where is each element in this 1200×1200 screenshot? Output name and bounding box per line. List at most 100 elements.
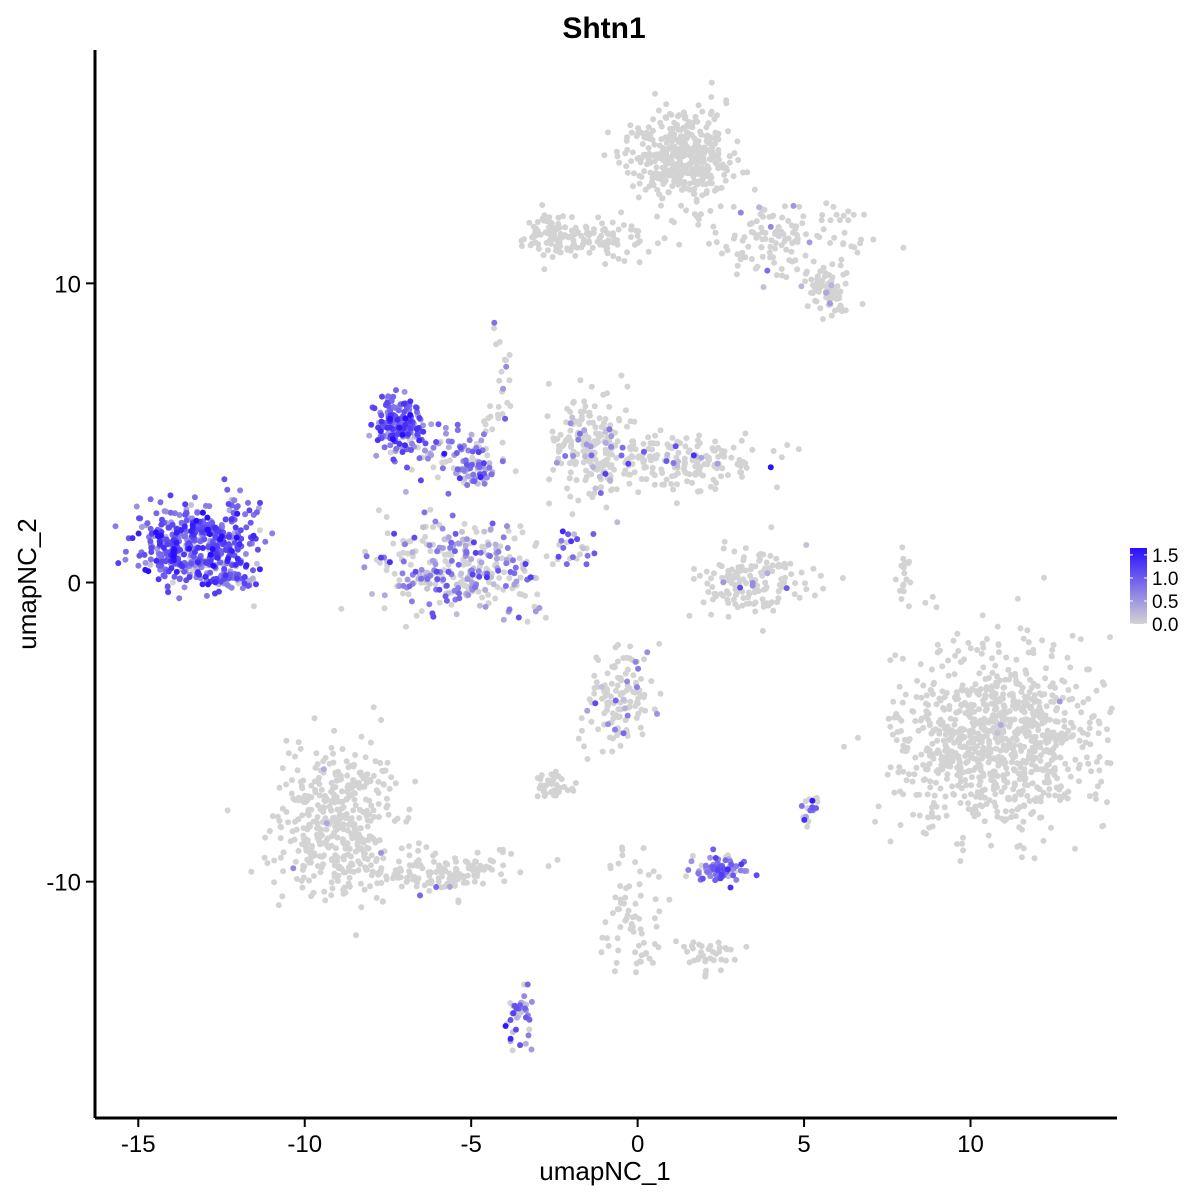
data-point	[613, 455, 620, 461]
data-point	[221, 476, 228, 483]
data-point	[902, 691, 909, 698]
data-point	[311, 852, 317, 859]
data-point	[725, 613, 732, 620]
data-point	[918, 694, 925, 701]
data-point	[714, 460, 721, 467]
data-point	[295, 739, 302, 746]
data-point	[299, 866, 306, 873]
data-point	[288, 777, 295, 784]
data-point	[838, 256, 845, 263]
data-point	[992, 791, 999, 798]
data-point	[1005, 666, 1012, 673]
data-point	[1012, 673, 1019, 680]
data-point	[586, 249, 593, 256]
data-point	[597, 241, 604, 248]
data-point	[713, 480, 720, 486]
data-point	[1092, 796, 1099, 802]
data-point	[375, 801, 382, 807]
data-point	[683, 123, 690, 129]
data-point	[630, 928, 637, 935]
data-point	[491, 319, 498, 326]
data-point	[928, 804, 935, 811]
data-point	[1018, 748, 1025, 754]
data-point	[436, 864, 443, 871]
data-point	[537, 776, 544, 782]
data-point	[1014, 595, 1021, 602]
data-point	[277, 854, 284, 861]
data-point	[243, 524, 250, 531]
data-point	[659, 195, 666, 202]
data-point	[366, 432, 373, 439]
data-point	[802, 580, 808, 587]
data-point	[528, 998, 535, 1005]
data-point	[1065, 687, 1072, 693]
data-point	[1021, 693, 1028, 700]
data-point	[499, 849, 506, 856]
data-point	[635, 125, 642, 132]
data-point	[605, 943, 612, 949]
data-point	[668, 481, 675, 487]
data-point	[763, 559, 770, 566]
data-point	[905, 603, 912, 610]
data-point	[982, 692, 989, 698]
data-point	[752, 608, 759, 615]
data-point	[332, 852, 339, 859]
data-point	[459, 528, 465, 535]
data-point	[731, 581, 738, 588]
data-point	[440, 576, 447, 583]
data-point	[604, 686, 611, 693]
data-point	[734, 262, 741, 269]
data-point	[261, 854, 268, 861]
data-point	[518, 237, 525, 244]
data-point	[601, 226, 608, 232]
data-point	[941, 762, 948, 769]
data-point	[170, 548, 177, 555]
data-point	[912, 754, 919, 761]
data-point	[409, 549, 416, 556]
data-point	[463, 461, 470, 468]
data-point	[1087, 741, 1094, 748]
data-point	[608, 433, 615, 440]
data-point	[654, 213, 660, 220]
data-point	[1030, 650, 1037, 657]
data-point	[471, 878, 478, 885]
data-point	[1096, 753, 1103, 760]
data-point	[1010, 755, 1017, 761]
data-point	[810, 258, 817, 265]
data-point	[803, 586, 810, 593]
data-point	[712, 486, 719, 493]
data-point	[315, 774, 322, 781]
data-point	[473, 528, 480, 535]
data-point	[989, 669, 996, 676]
data-point	[787, 560, 794, 567]
data-point	[626, 703, 633, 710]
data-point	[927, 778, 934, 785]
data-point	[663, 476, 670, 483]
data-point	[391, 530, 398, 537]
data-point	[576, 421, 583, 428]
data-point	[1016, 776, 1023, 783]
data-point	[161, 508, 168, 515]
data-point	[1104, 799, 1110, 806]
data-point	[572, 252, 579, 259]
data-point	[982, 676, 989, 682]
data-point	[724, 596, 731, 603]
data-point	[1067, 664, 1074, 671]
data-point	[496, 377, 503, 384]
data-point	[511, 535, 518, 542]
data-point	[977, 762, 984, 769]
data-point	[968, 730, 975, 737]
data-point	[448, 557, 455, 564]
data-point	[469, 454, 476, 461]
data-point	[390, 456, 397, 463]
data-point	[845, 217, 852, 224]
data-point	[456, 590, 462, 597]
data-point	[237, 487, 244, 494]
data-point	[730, 872, 737, 879]
data-point	[813, 298, 820, 305]
data-point	[299, 812, 306, 819]
data-point	[651, 941, 658, 947]
data-point	[206, 531, 213, 538]
data-point	[501, 569, 508, 576]
data-point	[178, 527, 185, 534]
